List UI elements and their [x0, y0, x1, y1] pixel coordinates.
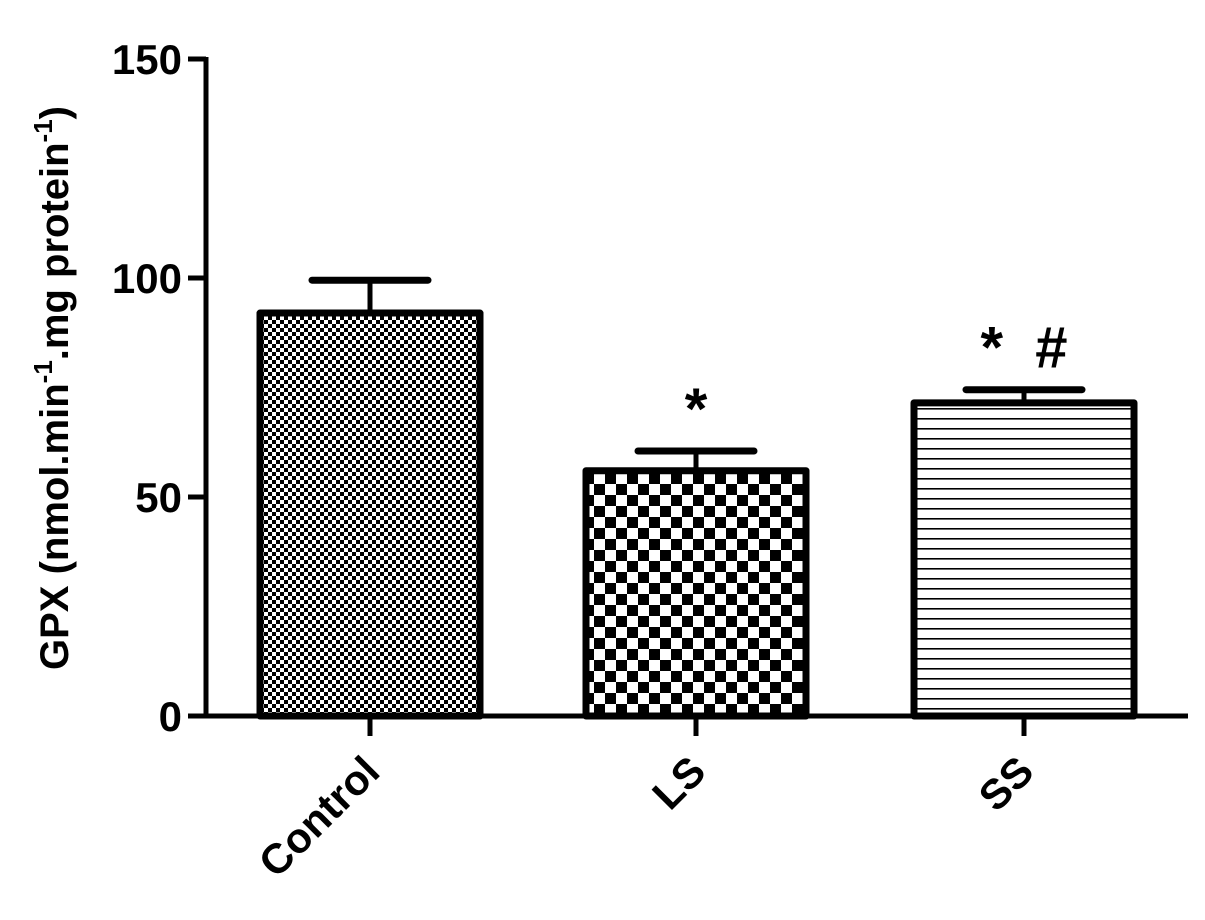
y-tick-label-100: 100: [112, 255, 182, 302]
x-tick-label-control: Control: [250, 747, 389, 886]
bar-control: [256, 309, 484, 720]
x-tick-label-ss: SS: [970, 747, 1043, 820]
bar-ss: [910, 399, 1138, 720]
y-tick-label-150: 150: [112, 36, 182, 83]
y-tick-label-0: 0: [159, 693, 182, 740]
bars: [256, 276, 1138, 720]
bar-ls: [582, 467, 810, 720]
y-tick-label-50: 50: [135, 474, 182, 521]
significance-ss: * #: [980, 316, 1067, 381]
y-axis-label: GPX (nmol.min-1.mg protein-1): [28, 106, 77, 670]
x-tick-label-ls: LS: [643, 747, 714, 818]
significance-ls: *: [685, 377, 708, 442]
